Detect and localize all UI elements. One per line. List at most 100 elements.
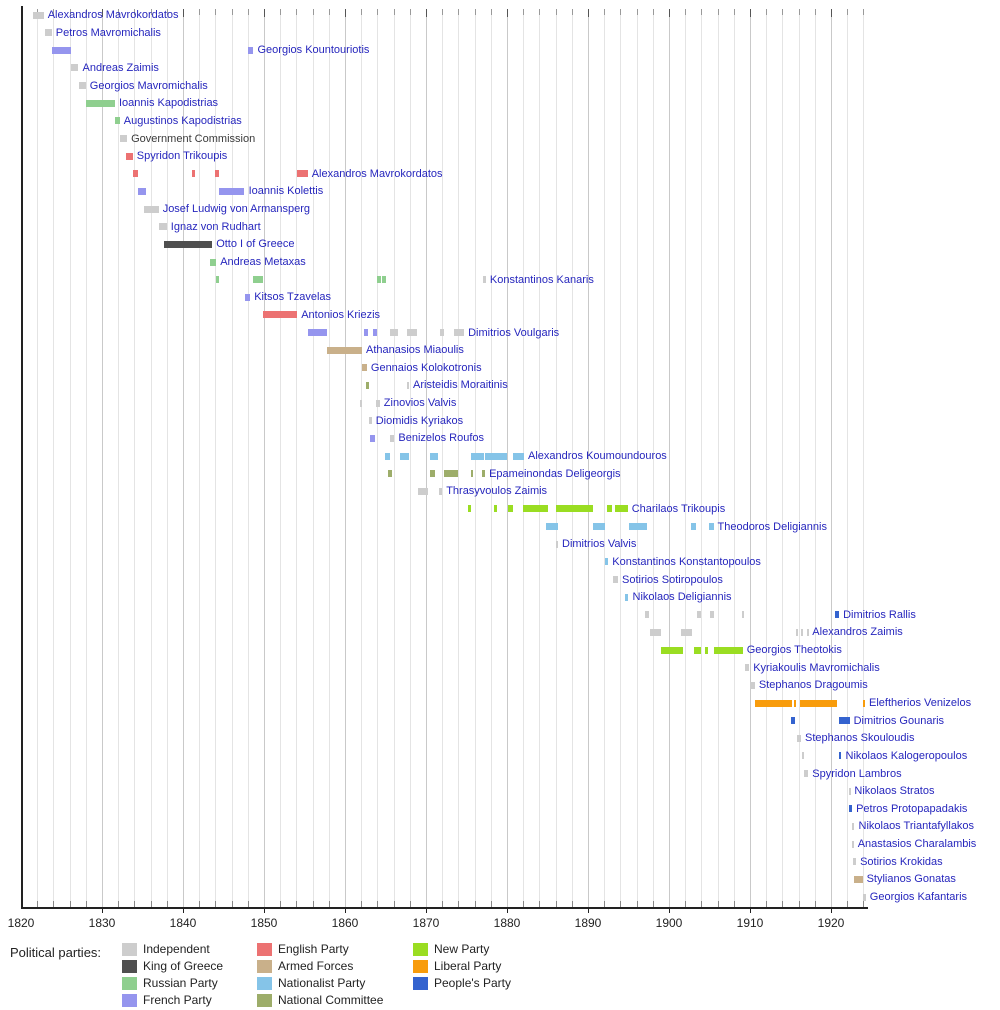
term-bar-ind bbox=[375, 399, 380, 407]
gridline bbox=[831, 9, 832, 907]
pm-label[interactable]: Anastasios Charalambis bbox=[857, 838, 977, 851]
pm-label[interactable]: Athanasios Miaoulis bbox=[366, 344, 464, 357]
axis-tick-top bbox=[604, 9, 606, 15]
axis-tick-top bbox=[264, 9, 265, 17]
pm-label[interactable]: Andreas Metaxas bbox=[220, 256, 306, 268]
pm-label[interactable]: Petros Protopapadakis bbox=[856, 802, 968, 815]
pm-label[interactable]: Spyridon Trikoupis bbox=[136, 150, 228, 163]
axis-tick-bottom bbox=[523, 901, 525, 907]
legend-label-new: New Party bbox=[434, 942, 490, 956]
gridline bbox=[102, 9, 103, 907]
pm-label[interactable]: Alexandros Koumoundouros bbox=[528, 450, 667, 462]
gridline bbox=[215, 9, 217, 907]
term-bar-new bbox=[468, 505, 472, 513]
axis-tick-top bbox=[442, 9, 444, 15]
axis-tick-bottom bbox=[442, 901, 444, 907]
pm-label[interactable]: Stephanos Skouloudis bbox=[805, 732, 915, 745]
pm-label[interactable]: Eleftherios Venizelos bbox=[869, 697, 972, 709]
pm-label[interactable]: Dimitrios Voulgaris bbox=[468, 326, 560, 339]
gridline bbox=[652, 9, 654, 907]
pm-label[interactable]: Ioannis Kapodistrias bbox=[119, 97, 219, 110]
axis-tick-bottom bbox=[183, 907, 184, 913]
pm-label[interactable]: Konstantinos Kanaris bbox=[489, 273, 594, 286]
gridline bbox=[604, 9, 606, 907]
pm-label[interactable]: Diomidis Kyriakos bbox=[375, 414, 464, 427]
pm-label[interactable]: Zinovios Valvis bbox=[383, 397, 457, 410]
term-bar-fr bbox=[137, 187, 146, 195]
term-bar-new bbox=[660, 646, 683, 654]
axis-tick-top bbox=[183, 9, 184, 17]
axis-tick-bottom bbox=[782, 901, 784, 907]
pm-label[interactable]: Kyriakoulis Mavromichalis bbox=[753, 661, 880, 674]
axis-year-label: 1860 bbox=[331, 916, 359, 930]
pm-label[interactable]: Sotirios Sotiropoulos bbox=[622, 573, 723, 586]
pm-label[interactable]: Otto I of Greece bbox=[216, 238, 295, 251]
pm-label[interactable]: Stylianos Gonatas bbox=[866, 873, 956, 886]
pm-label[interactable]: Georgios Kountouriotis bbox=[257, 44, 370, 57]
pm-label[interactable]: Georgios Kafantaris bbox=[869, 891, 968, 903]
term-bar-eng bbox=[132, 170, 139, 178]
term-bar-new bbox=[606, 505, 613, 513]
term-bar-ind bbox=[406, 381, 409, 389]
pm-label[interactable]: Spyridon Lambros bbox=[812, 767, 902, 780]
pm-label[interactable]: Josef Ludwig von Armansperg bbox=[162, 203, 311, 215]
pm-label[interactable]: Georgios Theotokis bbox=[746, 644, 842, 656]
gridline bbox=[150, 9, 152, 907]
term-bar-nat bbox=[430, 452, 439, 460]
term-bar-rus bbox=[216, 276, 220, 284]
axis-tick-bottom bbox=[588, 907, 589, 913]
pm-label[interactable]: Dimitrios Gounaris bbox=[853, 714, 945, 727]
pm-label[interactable]: Sotirios Krokidas bbox=[860, 855, 943, 868]
gridline bbox=[183, 9, 184, 907]
axis-tick-top bbox=[847, 9, 849, 15]
term-bar-ind bbox=[453, 329, 464, 336]
pm-label[interactable]: Aristeidis Moraitinis bbox=[413, 379, 508, 392]
pm-label[interactable]: Nikolaos Deligiannis bbox=[632, 591, 732, 604]
pm-label[interactable]: Nikolaos Stratos bbox=[854, 785, 935, 798]
pm-label[interactable]: Charilaos Trikoupis bbox=[631, 502, 726, 515]
pm-label[interactable]: Ignaz von Rudhart bbox=[170, 220, 261, 233]
gridline bbox=[69, 9, 71, 907]
pm-label[interactable]: Dimitrios Valvis bbox=[562, 538, 637, 551]
pm-label[interactable]: Antonios Kriezis bbox=[301, 308, 381, 321]
pm-label[interactable]: Andreas Zaimis bbox=[82, 61, 159, 74]
pm-label[interactable]: Konstantinos Konstantopoulos bbox=[612, 555, 761, 568]
term-bar-lib bbox=[793, 699, 797, 707]
axis-tick-bottom bbox=[361, 901, 363, 907]
axis-tick-top bbox=[588, 9, 589, 17]
pm-label[interactable]: Alexandros Zaimis bbox=[812, 626, 903, 639]
pm-label[interactable]: Government Commission bbox=[131, 132, 256, 145]
pm-label[interactable]: Epameinondas Deligeorgis bbox=[489, 467, 621, 480]
pm-label[interactable]: Thrasyvoulos Zaimis bbox=[446, 485, 548, 498]
axis-tick-top bbox=[85, 9, 87, 15]
pm-label[interactable]: Kitsos Tzavelas bbox=[254, 291, 332, 304]
pm-label[interactable]: Georgios Mavromichalis bbox=[89, 79, 208, 92]
pm-label[interactable]: Alexandros Mavrokordatos bbox=[47, 9, 179, 21]
term-bar-rus bbox=[377, 276, 381, 284]
term-bar-ind bbox=[852, 822, 855, 830]
pm-label[interactable]: Dimitrios Rallis bbox=[843, 608, 916, 621]
axis-year-label: 1850 bbox=[250, 916, 278, 930]
gridline bbox=[393, 9, 395, 907]
axis-tick-bottom bbox=[750, 907, 751, 913]
axis-tick-top bbox=[652, 9, 654, 15]
axis-tick-bottom bbox=[296, 901, 298, 907]
term-bar-lib bbox=[754, 699, 793, 707]
term-bar-eng bbox=[126, 152, 133, 160]
axis-tick-bottom bbox=[717, 901, 719, 907]
term-bar-ind bbox=[390, 434, 395, 442]
pm-label[interactable]: Ioannis Kolettis bbox=[248, 185, 324, 198]
pm-label[interactable]: Nikolaos Triantafyllakos bbox=[858, 820, 975, 833]
axis-tick-bottom bbox=[474, 901, 476, 907]
pm-label[interactable]: Gennaios Kolokotronis bbox=[370, 361, 482, 374]
axis-tick-top bbox=[166, 9, 168, 15]
pm-label[interactable]: Augustinos Kapodistrias bbox=[123, 114, 242, 127]
pm-label[interactable]: Alexandros Mavrokordatos bbox=[311, 167, 443, 180]
pm-label[interactable]: Benizelos Roufos bbox=[398, 432, 484, 445]
term-bar-ind bbox=[613, 576, 618, 583]
pm-label[interactable]: Theodoros Deligiannis bbox=[717, 520, 827, 533]
pm-label[interactable]: Petros Mavromichalis bbox=[55, 26, 161, 39]
pm-label[interactable]: Nikolaos Kalogeropoulos bbox=[845, 749, 968, 762]
axis-tick-bottom bbox=[264, 907, 265, 913]
pm-label[interactable]: Stephanos Dragoumis bbox=[758, 679, 868, 692]
